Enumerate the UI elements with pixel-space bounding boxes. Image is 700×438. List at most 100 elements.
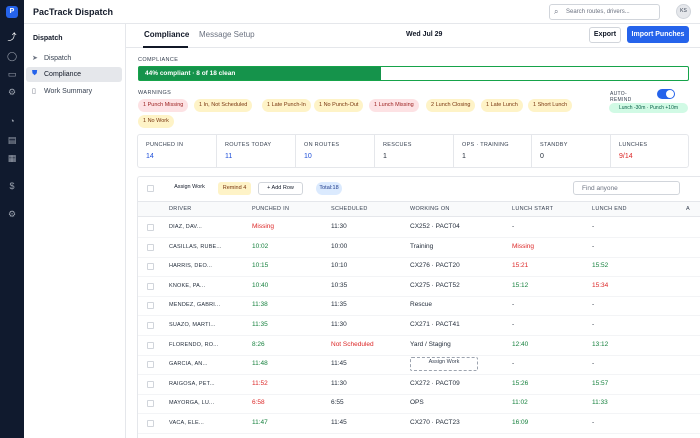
- app-logo[interactable]: P: [6, 6, 18, 18]
- stat-rescues[interactable]: RESCUES 1: [375, 135, 454, 167]
- stats-bar: PUNCHED IN 14 ROUTES TODAY 11 ON ROUTES …: [137, 134, 689, 168]
- table-row[interactable]: FLORENDO, RO... 8:26 Not Scheduled Yard / S…: [138, 336, 700, 356]
- avatar[interactable]: KS: [676, 4, 691, 19]
- warning-chip[interactable]: 1 No Punch-Out: [314, 99, 364, 112]
- inbox-icon[interactable]: ▭: [7, 69, 17, 79]
- table-row[interactable]: KNOKE, PA... 10:40 10:35 CX275 · PACT52 15:1…: [138, 277, 700, 297]
- lunch-start-value: 16:09: [512, 419, 529, 426]
- table-row[interactable]: YOUNTS, ...7:107:05CX274 · PACT1511:4512…: [138, 434, 700, 438]
- warning-chip[interactable]: 1 Late Punch-In: [262, 99, 311, 112]
- warning-chip[interactable]: 1 Punch Missing: [138, 99, 189, 112]
- route-icon[interactable]: ⤴: [7, 32, 17, 42]
- punched-in-value: 11:35: [252, 321, 268, 328]
- chat-icon[interactable]: ◯: [6, 51, 18, 61]
- compliance-label: COMPLIANCE: [138, 57, 179, 63]
- working-on-value: CX252 · PACT04: [410, 223, 460, 230]
- dollar-icon[interactable]: $: [9, 181, 15, 191]
- table-row[interactable]: CASILLAS, RUBE... 10:02 10:00 Training Missi…: [138, 238, 700, 258]
- tab-message-setup[interactable]: Message Setup: [199, 30, 255, 39]
- row-checkbox[interactable]: [147, 341, 154, 349]
- assign-work-button[interactable]: Assign Work: [167, 182, 212, 195]
- col-scheduled[interactable]: SCHEDULED: [331, 206, 368, 212]
- stat-ops-training[interactable]: OPS · TRAINING 1: [454, 135, 532, 167]
- sidebar-item-label: Compliance: [44, 71, 81, 78]
- working-on-value: CX276 · PACT20: [410, 262, 460, 270]
- lunch-end-value: 11:33: [592, 399, 608, 407]
- lunch-end-value: 15:57: [592, 379, 609, 387]
- col-overflow[interactable]: A: [686, 206, 690, 212]
- col-lunch-start[interactable]: LUNCH START: [512, 206, 554, 212]
- row-checkbox[interactable]: [147, 282, 154, 290]
- warning-chip[interactable]: 1 Short Lunch: [528, 99, 573, 112]
- sidebar-item-work-summary[interactable]: ▯ Work Summary: [26, 84, 122, 99]
- stat-value: 9/14: [619, 153, 633, 160]
- row-checkbox[interactable]: [147, 420, 154, 427]
- table-row[interactable]: RAIGOSA, PET... 11:52 11:30 CX272 · PACT09 1…: [138, 375, 700, 395]
- auto-remind-label-line1: AUTO-: [610, 91, 627, 97]
- scheduled-value: 10:00: [331, 242, 348, 250]
- row-checkbox[interactable]: [147, 361, 154, 369]
- sidebar-item-dispatch[interactable]: ➤ Dispatch: [26, 51, 122, 66]
- col-lunch-end[interactable]: LUNCH END: [592, 206, 627, 212]
- clipboard-icon[interactable]: ▤: [7, 135, 17, 145]
- row-checkbox[interactable]: [147, 263, 154, 271]
- stat-on-routes[interactable]: ON ROUTES 10: [296, 135, 375, 167]
- col-driver[interactable]: DRIVER: [169, 206, 192, 212]
- find-anyone-input[interactable]: Find anyone: [573, 181, 680, 195]
- row-checkbox[interactable]: [147, 302, 154, 310]
- sidebar-item-label: Work Summary: [44, 88, 93, 95]
- lunch-end-value: -: [592, 223, 595, 230]
- table-row[interactable]: HARRIS, DEO... 10:15 10:10 CX276 · PACT20 15…: [138, 257, 700, 278]
- working-on-value: CX275 · PACT52: [410, 281, 460, 289]
- settings-icon[interactable]: ⚙: [7, 87, 17, 97]
- driver-name: SUAZO, MARTI...: [169, 322, 216, 328]
- auto-remind-toggle[interactable]: [657, 89, 675, 99]
- calendar-icon[interactable]: ▦: [7, 153, 17, 163]
- punched-in-value: Missing: [252, 223, 275, 230]
- stat-standby[interactable]: STANDBY 0: [532, 135, 611, 167]
- lunch-end-value: -: [592, 360, 595, 368]
- stat-punched-in[interactable]: PUNCHED IN 14: [138, 135, 217, 167]
- tab-compliance[interactable]: Compliance: [144, 30, 190, 39]
- warning-chip[interactable]: 1 Late Lunch: [481, 99, 523, 112]
- row-checkbox[interactable]: [147, 400, 154, 408]
- select-all-checkbox[interactable]: [147, 185, 154, 192]
- warning-chip[interactable]: 1 In, Not Scheduled: [194, 99, 253, 112]
- table-row[interactable]: MENDEZ, GABRI... 11:38 11:35 Rescue - -: [138, 296, 700, 317]
- remind-button[interactable]: Remind 4: [218, 182, 251, 195]
- scheduled-value: 10:35: [331, 281, 348, 289]
- warning-chip[interactable]: 2 Lunch Closing: [426, 99, 476, 112]
- gear-icon[interactable]: ⚙: [7, 209, 17, 219]
- lunch-start-value: Missing: [512, 242, 535, 250]
- scheduled-value: 11:30: [331, 379, 347, 387]
- import-punches-button[interactable]: Import Punches: [627, 26, 689, 43]
- sidebar-item-compliance[interactable]: ⛊ Compliance: [26, 67, 122, 82]
- col-punched-in[interactable]: PUNCHED IN: [252, 206, 290, 212]
- stat-lunches[interactable]: LUNCHES 9/14: [611, 135, 688, 167]
- row-checkbox[interactable]: [147, 224, 154, 231]
- gauge-icon[interactable]: ◔: [9, 116, 15, 126]
- stat-label: PUNCHED IN: [146, 142, 184, 148]
- warning-chip[interactable]: 1 Lunch Missing: [369, 99, 419, 112]
- assign-work-inline-button[interactable]: Assign Work: [410, 357, 478, 372]
- table-row[interactable]: SUAZO, MARTI... 11:35 11:30 CX271 · PACT41 -…: [138, 316, 700, 336]
- stat-routes-today[interactable]: ROUTES TODAY 11: [217, 135, 296, 167]
- search-box[interactable]: ⌕ Search routes, drivers...: [549, 4, 660, 20]
- stat-label: LUNCHES: [619, 142, 648, 148]
- export-button[interactable]: Export: [589, 27, 621, 43]
- search-input[interactable]: Search routes, drivers...: [566, 9, 630, 15]
- scheduled-value: 11:30: [331, 223, 347, 230]
- table-row[interactable]: DIAZ, DAV... Missing 11:30 CX252 · PACT04 - -: [138, 218, 700, 238]
- punched-in-value: 11:38: [252, 301, 268, 309]
- warning-chip[interactable]: 1 No Work: [138, 115, 174, 128]
- row-checkbox[interactable]: [147, 380, 154, 388]
- col-working-on[interactable]: WORKING ON: [410, 206, 450, 212]
- driver-name: MENDEZ, GABRI...: [169, 302, 221, 309]
- table-row[interactable]: MAYORGA, LU... 6:58 6:55 OPS 11:02 11:33: [138, 394, 700, 415]
- row-checkbox[interactable]: [147, 322, 154, 329]
- table-row[interactable]: GARCIA, AN... 11:48 11:45 Assign Work - -: [138, 355, 700, 376]
- shield-icon: ⛊: [32, 70, 38, 77]
- table-row[interactable]: VACA, ELE... 11:47 11:45 CX270 · PACT23 16:0…: [138, 414, 700, 434]
- row-checkbox[interactable]: [147, 243, 154, 251]
- add-row-button[interactable]: + Add Row: [258, 182, 303, 195]
